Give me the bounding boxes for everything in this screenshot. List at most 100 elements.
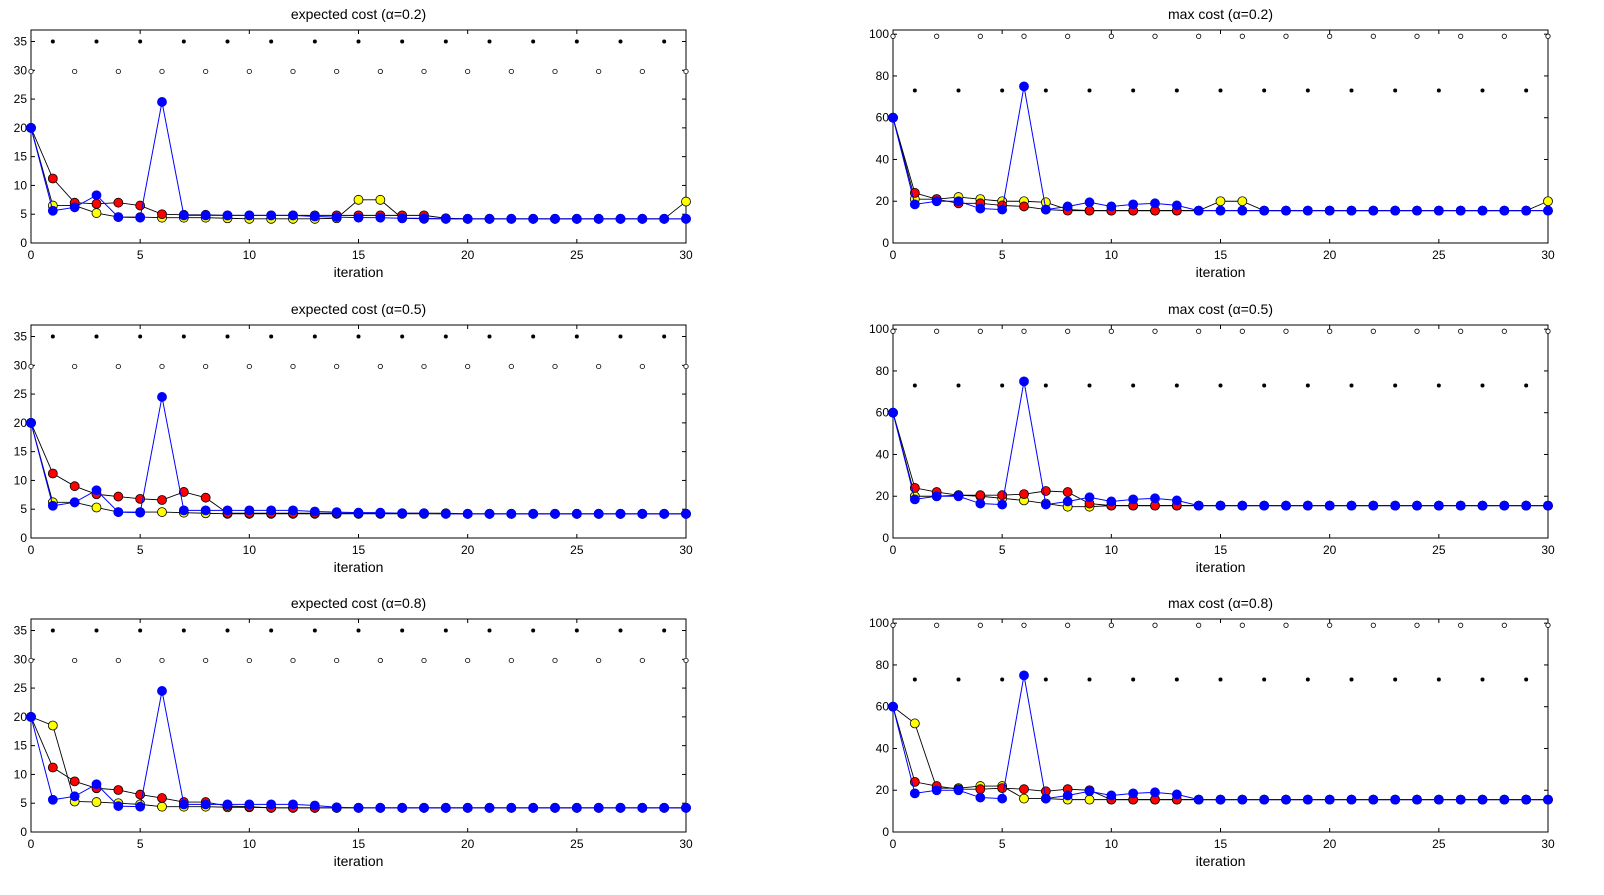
marker-open-circle — [1327, 33, 1333, 39]
marker-blue — [1543, 500, 1553, 511]
x-tick-label: 0 — [28, 248, 35, 262]
marker-blue — [157, 97, 167, 107]
marker-open-circle — [1021, 33, 1027, 39]
x-tick-label: 15 — [352, 837, 366, 851]
marker-blue — [571, 213, 582, 224]
marker-blue — [1543, 794, 1553, 805]
marker-red — [997, 490, 1008, 501]
marker-red — [113, 491, 124, 502]
series-line-red — [892, 412, 1548, 507]
marker-yellow — [1237, 196, 1248, 207]
marker-red — [157, 209, 167, 220]
marker-blue — [69, 202, 80, 213]
marker-yellow — [1084, 794, 1095, 805]
marker-black-dot — [50, 39, 55, 44]
plot-frame — [30, 618, 687, 833]
marker-blue — [288, 505, 298, 516]
marker-blue — [1193, 205, 1204, 216]
marker-black-dot — [1218, 383, 1223, 388]
marker-black-dot — [487, 334, 492, 339]
marker-blue — [1040, 499, 1051, 510]
marker-blue — [1346, 500, 1357, 511]
marker-blue — [1084, 197, 1095, 208]
marker-blue — [953, 196, 964, 207]
x-tick-label: 20 — [1323, 837, 1337, 851]
marker-black-dot — [1043, 88, 1048, 93]
marker-blue — [157, 392, 167, 402]
series-line-yellow — [892, 706, 1548, 801]
subplot-3: expected cost (α=0.5) 0 5 10 15 20 25 30 0 5 10 15 2… — [14, 301, 693, 575]
marker-blue — [244, 799, 255, 810]
x-axis-label: iteration — [1196, 264, 1246, 280]
marker-red — [975, 490, 986, 501]
x-tick-label: 10 — [1105, 837, 1119, 851]
y-tick-label: 30 — [14, 63, 28, 77]
y-tick-label: 80 — [876, 658, 890, 672]
marker-blue — [484, 213, 495, 224]
x-tick-label: 30 — [679, 837, 693, 851]
y-tick-label: 20 — [876, 194, 890, 208]
marker-blue — [1171, 789, 1182, 800]
y-tick-label: 40 — [876, 152, 890, 166]
marker-black-dot — [531, 39, 536, 44]
marker-black-dot — [1174, 677, 1179, 682]
marker-blue — [506, 508, 517, 519]
x-tick-label: 15 — [352, 543, 366, 557]
marker-blue — [288, 210, 298, 221]
marker-open-circle — [290, 68, 296, 75]
marker-blue — [1215, 794, 1226, 805]
marker-red — [157, 793, 167, 803]
y-tick-label: 25 — [14, 387, 28, 401]
chart-title: max cost (α=0.8) — [1168, 595, 1273, 611]
subplot-4: max cost (α=0.5) 0 5 10 15 20 25 30 0 20 40 60 80 100… — [869, 301, 1555, 575]
marker-blue — [1193, 794, 1204, 805]
marker-blue — [1150, 493, 1160, 504]
y-tick-label: 60 — [876, 111, 890, 125]
marker-open-circle — [377, 657, 383, 664]
marker-black-dot — [138, 334, 143, 339]
marker-blue — [528, 213, 539, 224]
marker-open-circle — [1108, 328, 1114, 334]
marker-black-dot — [574, 628, 579, 633]
marker-black-dot — [400, 628, 405, 633]
marker-open-circle — [115, 657, 121, 664]
marker-blue — [1433, 500, 1444, 511]
marker-blue — [615, 802, 626, 813]
marker-black-dot — [312, 628, 317, 633]
series-line-red — [30, 127, 686, 220]
marker-blue — [1477, 205, 1488, 216]
marker-blue — [1412, 500, 1422, 511]
marker-black-dot — [1131, 383, 1136, 388]
series-line-yellow — [30, 716, 686, 809]
y-tick-label: 35 — [14, 624, 28, 638]
x-tick-label: 25 — [570, 248, 584, 262]
marker-black-dot — [1000, 88, 1005, 93]
marker-red — [69, 776, 80, 787]
chart-title: expected cost (α=0.2) — [291, 6, 426, 22]
marker-blue — [1237, 205, 1248, 216]
y-tick-label: 20 — [876, 783, 890, 797]
marker-blue — [975, 792, 986, 803]
marker-blue — [1215, 500, 1226, 511]
marker-open-circle — [246, 657, 252, 664]
marker-blue — [1128, 788, 1139, 799]
marker-blue — [1324, 500, 1335, 511]
marker-open-circle — [1327, 328, 1333, 334]
series-line-red — [30, 716, 686, 809]
marker-black-dot — [1043, 677, 1048, 682]
marker-black-dot — [1524, 88, 1529, 93]
marker-black-dot — [1000, 677, 1005, 682]
marker-blue — [637, 802, 648, 813]
marker-open-circle — [1283, 622, 1289, 628]
marker-blue — [1019, 376, 1029, 387]
marker-blue — [659, 508, 670, 519]
marker-blue — [1281, 794, 1291, 805]
marker-open-circle — [890, 622, 896, 628]
marker-open-circle — [1196, 622, 1202, 628]
y-tick-label: 0 — [20, 531, 27, 545]
marker-black-dot — [1393, 677, 1398, 682]
marker-black-dot — [618, 628, 623, 633]
x-tick-label: 5 — [999, 248, 1006, 262]
marker-blue — [1193, 500, 1204, 511]
marker-open-circle — [639, 68, 645, 75]
